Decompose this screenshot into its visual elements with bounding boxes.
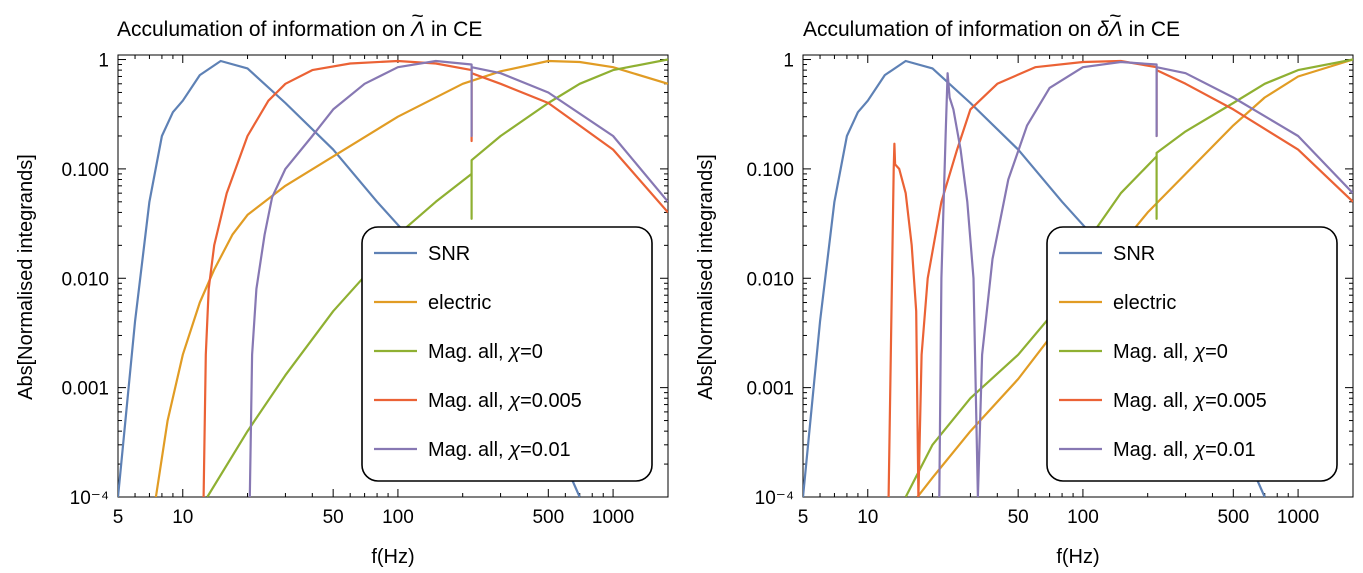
chart-left-ytick-label: 1 — [98, 51, 109, 72]
chart-right-ytick-label: 0.001 — [746, 379, 794, 400]
chart-left-xtick-label: 10 — [172, 507, 193, 528]
chart-right-title-symbol: Λ — [1108, 18, 1123, 41]
legend-label-value: =0.005 — [1205, 390, 1267, 412]
legend-label-chi: χ — [507, 341, 521, 363]
chart-left-plot: 5 10 50 100 500 1000 10⁻⁴ 0.001 0.010 0.100 1 SNR el… — [61, 51, 669, 528]
chart-left-legend-label: Mag. all, χ=0.01 — [428, 439, 571, 461]
chart-right-legend-box — [1046, 226, 1338, 482]
chart-left-legend-label: Mag. all, χ=0 — [428, 341, 543, 363]
chart-right-xlabel: f(Hz) — [1056, 546, 1099, 568]
chart-right-legend-label: SNR — [1113, 243, 1155, 265]
chart-right-ytick-label: 10⁻⁴ — [755, 488, 794, 509]
chart-right-title-delta: δ — [1097, 18, 1109, 41]
chart-left-series-line-1 — [154, 59, 668, 497]
legend-label-text: Mag. all, — [428, 439, 509, 461]
legend-label-value: =0.005 — [520, 390, 582, 412]
chart-left-legend-label: SNR — [428, 243, 470, 265]
chart-right-title-suffix: in CE — [1123, 18, 1180, 41]
legend-label-text: Mag. all, — [1113, 341, 1194, 363]
chart-right-frame — [802, 54, 1354, 498]
chart-right-title: Acculumation of information on δΛ in CE — [803, 18, 1180, 41]
chart-left-legend-box — [361, 226, 653, 482]
chart-left-frame — [117, 54, 669, 498]
chart-right-xtick-label: 50 — [1008, 507, 1029, 528]
chart-right-xtick-label: 5 — [798, 507, 809, 528]
chart-left-title-symbol: Λ — [410, 18, 425, 41]
chart-right: Acculumation of information on δΛ in CE … — [695, 18, 1180, 568]
legend-label-chi: χ — [1192, 341, 1206, 363]
chart-right-xtick-label: 100 — [1067, 507, 1099, 528]
chart-right-xtick-label: 500 — [1217, 507, 1249, 528]
legend-label-chi: χ — [1192, 439, 1206, 461]
legend-label-text: Mag. all, — [1113, 390, 1194, 412]
chart-right-series-line-4 — [938, 60, 1353, 497]
chart-left-legend-label: Mag. all, χ=0.005 — [428, 390, 582, 412]
chart-right-ytick-label: 0.010 — [746, 269, 794, 290]
legend-label-text: Mag. all, — [428, 390, 509, 412]
chart-right-legend-label: electric — [1113, 292, 1176, 314]
chart-left-title-suffix: in CE — [425, 18, 482, 41]
chart-right-title-prefix: Acculumation of information on — [803, 18, 1097, 41]
chart-left-ytick-label: 0.100 — [61, 160, 109, 181]
legend-label-value: =0.01 — [1205, 439, 1256, 461]
chart-right-series-group — [803, 58, 1353, 497]
title-tilde-accent: ~ — [1109, 5, 1121, 28]
legend-label-chi: χ — [507, 390, 521, 412]
chart-left-ytick-label: 0.010 — [61, 269, 109, 290]
chart-left-ytick-label: 0.001 — [61, 379, 109, 400]
chart-left-legend-label: electric — [428, 292, 491, 314]
chart-left-series-line-2 — [206, 58, 668, 497]
chart-right-legend-label: Mag. all, χ=0.005 — [1113, 390, 1267, 412]
chart-left: Acculumation of information on Λ in CE A… — [15, 18, 482, 568]
chart-right-ytick-label: 0.100 — [746, 160, 794, 181]
chart-right-xtick-label: 1000 — [1277, 507, 1319, 528]
title-tilde-accent: ~ — [412, 5, 424, 28]
legend-label-value: =0.01 — [520, 439, 571, 461]
chart-right-ytick-label: 1 — [783, 51, 794, 72]
legend-label-value: =0 — [520, 341, 543, 363]
chart-left-title: Acculumation of information on Λ in CE — [117, 18, 482, 41]
chart-left-xlabel: f(Hz) — [371, 546, 414, 568]
chart-left-series-line-4 — [248, 59, 668, 497]
chart-left-xtick-label: 100 — [382, 507, 414, 528]
chart-right-legend-label: Mag. all, χ=0 — [1113, 341, 1228, 363]
chart-left-xtick-label: 5 — [113, 507, 124, 528]
chart-right-plot: 5 10 50 100 500 1000 10⁻⁴ 0.001 0.010 0.100 1 SNR el… — [746, 51, 1354, 528]
legend-label-chi: χ — [507, 439, 521, 461]
chart-right-series-line-2 — [904, 58, 1353, 497]
legend-label-value: =0 — [1205, 341, 1228, 363]
chart-left-xtick-label: 50 — [323, 507, 344, 528]
chart-left-xtick-label: 500 — [532, 507, 564, 528]
chart-left-xtick-label: 1000 — [592, 507, 634, 528]
chart-left-ytick-label: 10⁻⁴ — [70, 488, 109, 509]
chart-right-xtick-label: 10 — [857, 507, 878, 528]
chart-left-series-line-3 — [202, 59, 668, 497]
legend-label-text: Mag. all, — [1113, 439, 1194, 461]
chart-right-ylabel: Abs[Normalised integrands] — [695, 154, 717, 400]
chart-left-title-prefix: Acculumation of information on — [117, 18, 411, 41]
legend-label-text: Mag. all, — [428, 341, 509, 363]
chart-left-ylabel: Abs[Normalised integrands] — [15, 154, 37, 400]
legend-label-chi: χ — [1192, 390, 1206, 412]
chart-right-legend-label: Mag. all, χ=0.01 — [1113, 439, 1256, 461]
